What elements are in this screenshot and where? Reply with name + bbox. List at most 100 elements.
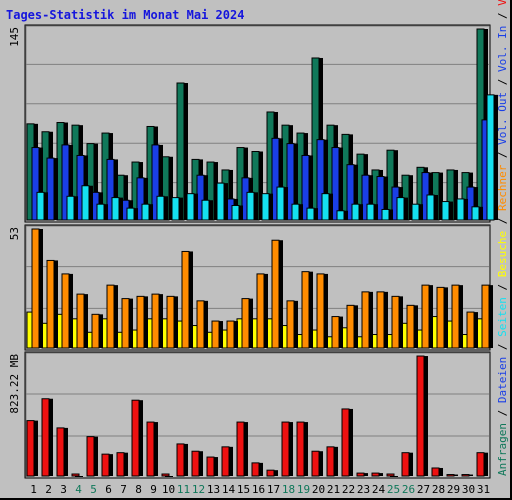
bar <box>321 193 330 221</box>
x-tick-label: 21 <box>327 483 340 496</box>
legend-entry: Anfragen <box>496 423 509 476</box>
bar <box>181 250 190 349</box>
legend-entry: Rechner <box>496 164 509 211</box>
legend-entry: / <box>496 145 509 165</box>
panel-top: 145 <box>8 24 498 223</box>
x-tick-label: 6 <box>105 483 112 496</box>
bar <box>411 203 420 221</box>
bar <box>376 176 385 221</box>
bar <box>261 193 270 221</box>
x-tick-label: 22 <box>342 483 355 496</box>
bar <box>291 203 300 221</box>
bar <box>141 203 150 221</box>
legend-text: Anfragen / Dateien / Seiten / Besuche / … <box>496 0 509 476</box>
bar <box>406 304 415 349</box>
x-tick-label: 20 <box>312 483 325 496</box>
bar <box>281 421 290 477</box>
series-volumen <box>26 355 488 477</box>
legend-entry: Vol. In <box>496 26 509 72</box>
x-tick-label: 4 <box>75 483 82 496</box>
bar <box>351 203 360 221</box>
bar <box>271 239 280 349</box>
x-tick-label: 28 <box>432 483 445 496</box>
bar <box>236 421 245 477</box>
bar <box>476 452 485 477</box>
bar <box>191 450 200 477</box>
bar <box>301 271 310 349</box>
bar <box>26 420 35 477</box>
legend-entry: / <box>496 211 509 231</box>
x-tick-label: 1 <box>30 483 37 496</box>
bar <box>451 284 460 349</box>
legend-entry: Besuche <box>496 231 509 277</box>
x-tick-label: 5 <box>90 483 97 496</box>
bar <box>486 94 495 221</box>
bar <box>186 193 195 221</box>
bar <box>376 291 385 349</box>
bar <box>231 205 240 221</box>
bar <box>161 473 170 477</box>
bar <box>221 446 230 477</box>
bar <box>331 147 340 221</box>
bar <box>396 197 405 221</box>
bar <box>371 472 380 477</box>
bar <box>196 300 205 349</box>
legend-entry: Dateien <box>496 357 509 403</box>
bar <box>421 284 430 349</box>
bar <box>301 154 310 221</box>
bar <box>86 436 95 477</box>
x-tick-label: 25 <box>387 483 400 496</box>
bar <box>401 452 410 477</box>
bar <box>106 158 115 221</box>
bar <box>241 298 250 349</box>
bar <box>481 284 490 349</box>
bar <box>466 311 475 349</box>
bar <box>336 210 345 221</box>
bar <box>156 195 165 221</box>
bar <box>226 320 235 349</box>
bar <box>151 293 160 349</box>
bar <box>56 427 65 477</box>
bar <box>96 203 105 221</box>
x-axis-labels: 1 2 3 4 5 6 7 8 9 10 11 12 13 14 15 16 17 18 19 20 21 22 23 24 2… <box>30 483 490 496</box>
bar <box>366 203 375 221</box>
x-tick-label: 31 <box>477 483 490 496</box>
bar <box>441 201 450 221</box>
bar <box>326 446 335 477</box>
x-tick-label: 16 <box>252 483 265 496</box>
x-tick-label: 12 <box>192 483 205 496</box>
x-tick-label: 2 <box>45 483 52 496</box>
x-tick-label: 14 <box>222 483 236 496</box>
legend-entry: Vol. Out <box>496 92 509 145</box>
series-seiten <box>36 94 498 221</box>
bar <box>456 198 465 221</box>
x-tick-label: 11 <box>177 483 190 496</box>
x-tick-label: 17 <box>267 483 280 496</box>
legend-vertical: Anfragen / Dateien / Seiten / Besuche / … <box>496 0 509 476</box>
bar <box>311 450 320 477</box>
legend-entry: Volumen <box>496 0 509 6</box>
bar <box>31 147 40 221</box>
bar <box>61 144 70 221</box>
y-axis-max-label: 145 <box>8 27 21 47</box>
y-axis-max-label: 823.22 MB <box>8 354 21 414</box>
bar <box>361 174 370 221</box>
chart-title: Tages-Statistik im Monat Mai 2024 <box>6 8 244 22</box>
bar <box>286 300 295 349</box>
bar <box>386 473 395 477</box>
bar <box>316 139 325 221</box>
x-tick-label: 7 <box>120 483 127 496</box>
bar <box>116 452 125 477</box>
bar <box>171 197 180 221</box>
bar <box>276 186 285 221</box>
bar <box>216 182 225 221</box>
bar <box>446 474 455 477</box>
bar <box>251 462 260 477</box>
bar <box>361 291 370 349</box>
bar <box>346 304 355 349</box>
x-tick-label: 23 <box>357 483 370 496</box>
chart-panels: 145 53 823.22 MB <box>8 24 498 479</box>
legend-entry: / <box>496 403 509 423</box>
bar <box>91 313 100 349</box>
